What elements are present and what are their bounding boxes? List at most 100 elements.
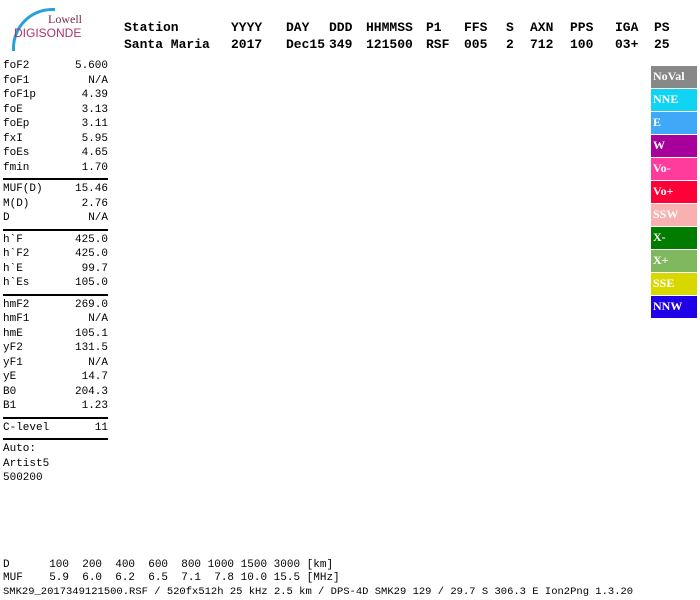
header-label-11: PS [654, 20, 670, 35]
legend-item-nnw: NNW [651, 296, 697, 318]
param-row: foEs 4.65 [3, 146, 108, 161]
param-name: yF1 [3, 356, 23, 369]
header-label-8: AXN [530, 20, 554, 35]
header-label-10: IGA [615, 20, 639, 35]
param-row: B1 1.23 [3, 399, 108, 414]
param-row: hmE 105.1 [3, 327, 108, 342]
footer-file-row: SMK29_2017349121500.RSF / 520fx512h 25 k… [3, 586, 634, 598]
ionogram-chart: 8020030040050060070080090012345678910111… [0, 0, 700, 560]
param-row: h`F2 425.0 [3, 247, 108, 262]
header-value-5: RSF [426, 37, 450, 52]
param-name: foE [3, 103, 23, 116]
param-value: 99.7 [81, 262, 108, 275]
param-row: D N/A [3, 211, 108, 226]
logo-line1: Lowell [48, 12, 82, 26]
footer-d-row: D 100 200 400 600 800 1000 1500 3000 [km… [3, 559, 334, 571]
param-value: 3.13 [81, 103, 108, 116]
legend-item-vominus: Vo- [651, 158, 697, 180]
param-value: 11 [94, 421, 108, 434]
param-value: N/A [88, 313, 108, 325]
legend: NoVal NNE E W Vo- Vo+ SSW X- X+ SSE NNW [651, 66, 697, 319]
param-value: 105.1 [74, 327, 108, 340]
header-label-9: PPS [570, 20, 594, 35]
header-value-11: 25 [654, 37, 670, 52]
header-label-7: S [506, 20, 514, 35]
header-label-4: HHMMSS [366, 20, 413, 35]
param-value: 5.95 [81, 132, 108, 145]
param-value: 269.0 [74, 298, 108, 311]
legend-item-xminus: X- [651, 227, 697, 249]
param-row: h`E 99.7 [3, 262, 108, 277]
separator [3, 228, 108, 231]
param-value: 4.65 [81, 147, 108, 159]
header-value-7: 2 [506, 37, 514, 52]
param-value: 3.11 [81, 118, 108, 130]
param-row: fmin 1.70 [3, 161, 108, 176]
header-label-5: P1 [426, 20, 442, 35]
param-name: fmin [3, 161, 30, 174]
legend-item-ssw: SSW [651, 204, 697, 226]
param-name: foF1 [3, 74, 30, 87]
header-label-0: Station [124, 20, 179, 35]
header-value-4: 121500 [366, 37, 413, 52]
digisonde-logo: Lowell DIGISONDE [10, 6, 90, 51]
header-value-6: 005 [464, 37, 488, 52]
auto-text: Artist5 [3, 457, 50, 470]
param-value: 15.46 [74, 183, 108, 195]
header-value-10: 03+ [615, 37, 639, 52]
separator [3, 438, 108, 440]
param-row: foEp 3.11 [3, 117, 108, 132]
param-name: foF2 [3, 60, 30, 72]
param-value: 204.3 [74, 385, 108, 398]
auto-scaling-info: Artist5 [3, 457, 108, 472]
param-name: B1 [3, 400, 17, 412]
param-value: 2.76 [81, 197, 108, 210]
legend-item-e: E [651, 112, 697, 134]
param-row: foF1p 4.39 [3, 88, 108, 103]
logo-line2: DIGISONDE [14, 26, 82, 40]
header-value-3: 349 [329, 37, 353, 52]
legend-item-sse: SSE [651, 273, 697, 295]
header-value-8: 712 [530, 37, 554, 52]
param-name: hmE [3, 327, 23, 340]
param-name: C-level [3, 421, 50, 434]
param-value: 425.0 [74, 233, 108, 246]
param-name: foF1p [3, 89, 37, 101]
legend-item-noval: NoVal [651, 66, 697, 88]
param-name: h`Es [3, 277, 30, 289]
param-row: B0 204.3 [3, 385, 108, 400]
legend-item-voplus: Vo+ [651, 181, 697, 203]
param-row: yF2 131.5 [3, 341, 108, 356]
param-name: fxI [3, 132, 23, 145]
param-row: h`F 425.0 [3, 233, 108, 248]
header-label-6: FFS [464, 20, 488, 35]
auto-scaling-info: 500200 [3, 471, 108, 486]
param-row: yF1 N/A [3, 356, 108, 371]
param-row: M(D) 2.76 [3, 197, 108, 212]
param-row: fxI 5.95 [3, 132, 108, 147]
param-name: hmF1 [3, 313, 30, 325]
param-name: M(D) [3, 197, 30, 210]
auto-text: 500200 [3, 472, 43, 484]
separator [3, 293, 108, 296]
param-value: N/A [88, 356, 108, 369]
param-name: hmF2 [3, 298, 30, 311]
param-row: foF1 N/A [3, 74, 108, 89]
param-row: hmF2 269.0 [3, 298, 108, 313]
param-name: h`E [3, 262, 23, 275]
param-name: B0 [3, 385, 17, 398]
param-value: 131.5 [74, 342, 108, 354]
param-value: 1.23 [81, 400, 108, 412]
header-value-1: 2017 [231, 37, 263, 52]
header-label-1: YYYY [231, 20, 263, 35]
parameter-panel: foF2 5.600 foF1 N/A foF1p 4.39 foE 3.13 foEp 3.11… [3, 59, 108, 486]
param-value: 1.70 [81, 161, 108, 174]
param-value: 425.0 [74, 248, 108, 260]
param-value: 14.7 [81, 371, 108, 383]
header-label-3: DDD [329, 20, 353, 35]
footer-muf-row: MUF 5.9 6.0 6.2 6.5 7.1 7.8 10.0 15.5 [M… [3, 572, 340, 584]
param-name: h`F [3, 233, 23, 246]
param-value: N/A [88, 212, 108, 224]
header-value-2: Dec15 [286, 37, 326, 52]
param-value: 4.39 [81, 89, 108, 101]
